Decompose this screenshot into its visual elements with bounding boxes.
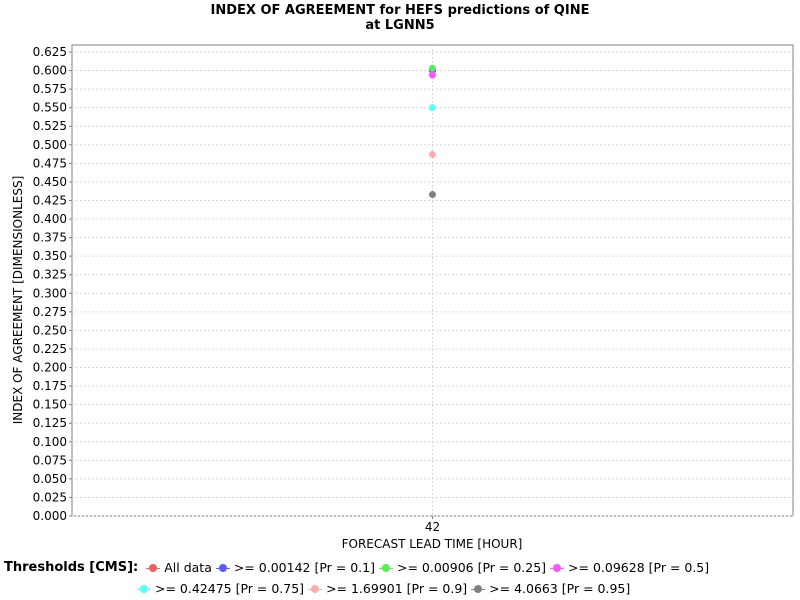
- y-axis-ticks: 0.000 0.025 0.050 0.075 0.100 0.125 0.150 0.175…: [33, 45, 72, 523]
- y-axis-label: INDEX OF AGREEMENT [DIMENSIONLESS]: [11, 176, 25, 425]
- y-tick-label: 0.375: [33, 231, 67, 245]
- data-point: [429, 150, 436, 158]
- legend-item: >= 0.09628 [Pr = 0.5]: [550, 560, 709, 575]
- y-tick-label: 0.175: [33, 379, 67, 393]
- y-tick-label: 0.550: [33, 101, 67, 115]
- legend-label: >= 0.09628 [Pr = 0.5]: [568, 560, 710, 575]
- y-tick-label: 0.350: [33, 249, 67, 263]
- y-tick-label: 0.475: [33, 156, 67, 170]
- legend-item: >= 0.00142 [Pr = 0.1]: [215, 560, 375, 575]
- y-tick-label: 0.100: [33, 435, 67, 449]
- x-axis-label: FORECAST LEAD TIME [HOUR]: [342, 537, 523, 551]
- legend-swatch: [137, 584, 151, 594]
- y-tick-label: 0.025: [33, 490, 67, 504]
- x-tick-label: 42: [425, 520, 440, 534]
- legend-label: >= 4.0663 [Pr = 0.95]: [489, 581, 631, 596]
- legend-title: Thresholds [CMS]:: [4, 560, 139, 575]
- y-tick-label: 0.125: [33, 416, 67, 430]
- legend-item: >= 0.00906 [Pr = 0.25]: [378, 560, 547, 575]
- y-tick-label: 0.575: [33, 82, 67, 96]
- legend-swatch: [308, 584, 323, 594]
- y-tick-label: 0.425: [33, 193, 67, 207]
- y-tick-label: 0.200: [33, 361, 67, 375]
- legend-swatch: [471, 584, 486, 594]
- y-tick-label: 0.150: [33, 398, 67, 412]
- y-tick-label: 0.050: [33, 472, 67, 486]
- y-tick-label: 0.000: [33, 509, 67, 523]
- legend-label: >= 0.42475 [Pr = 0.75]: [155, 581, 305, 596]
- chart-title: INDEX OF AGREEMENT for HEFS predictions …: [211, 3, 590, 18]
- grid: [72, 45, 793, 517]
- legend-label: >= 0.00906 [Pr = 0.25]: [396, 560, 547, 575]
- legend-swatch: [215, 563, 230, 573]
- legend-swatch: [378, 563, 393, 573]
- data-point: [429, 71, 436, 79]
- legend-item: All data: [146, 560, 212, 575]
- y-tick-label: 0.300: [33, 286, 67, 300]
- data-points: [429, 64, 436, 199]
- y-tick-label: 0.250: [33, 323, 67, 337]
- data-point: [429, 64, 436, 72]
- y-tick-label: 0.225: [33, 342, 67, 356]
- y-tick-label: 0.500: [33, 138, 67, 152]
- y-tick-label: 0.325: [33, 268, 67, 282]
- y-tick-label: 0.400: [33, 212, 67, 226]
- y-tick-label: 0.600: [33, 64, 67, 78]
- data-point: [429, 104, 436, 112]
- chart-subtitle: at LGNN5: [365, 18, 434, 33]
- y-tick-label: 0.525: [33, 119, 67, 133]
- legend-item: >= 1.69901 [Pr = 0.9]: [308, 581, 467, 596]
- legend-row: Thresholds [CMS]: All data >= 0.00142 [Pr…: [4, 560, 713, 575]
- x-axis-ticks: 42: [425, 516, 440, 534]
- legend-item: >= 4.0663 [Pr = 0.95]: [471, 581, 630, 596]
- legend-label: >= 1.69901 [Pr = 0.9]: [326, 581, 468, 596]
- y-tick-label: 0.075: [33, 453, 67, 467]
- legend-swatch: [146, 563, 161, 573]
- data-point: [429, 191, 436, 199]
- legend-row: >= 0.42475 [Pr = 0.75] >= 1.69901 [Pr = 0…: [137, 581, 634, 596]
- y-tick-label: 0.625: [33, 45, 67, 59]
- legend-item: >= 0.42475 [Pr = 0.75]: [137, 581, 304, 596]
- y-tick-label: 0.450: [33, 175, 67, 189]
- legend-label: All data: [164, 560, 212, 575]
- legend-swatch: [550, 563, 565, 573]
- y-tick-label: 0.275: [33, 305, 67, 319]
- legend-label: >= 0.00142 [Pr = 0.1]: [233, 560, 375, 575]
